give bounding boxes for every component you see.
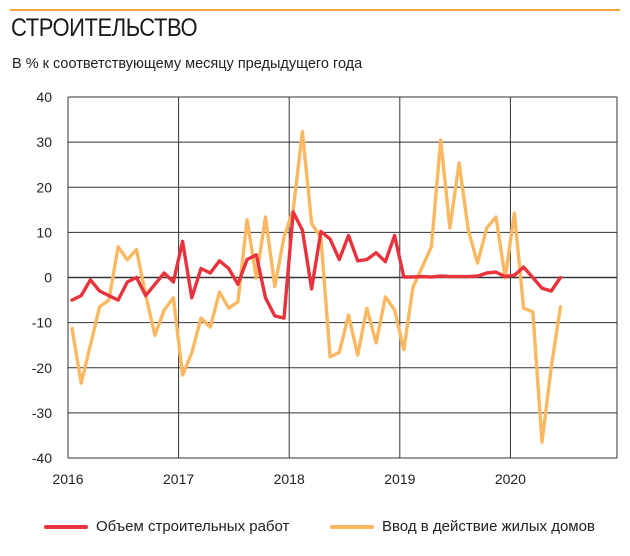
legend-item-housing: Ввод в действие жилых домов — [330, 518, 595, 535]
y-tick-label: 40 — [36, 89, 52, 105]
series-lines — [70, 129, 563, 444]
y-tick-label: -40 — [32, 450, 52, 466]
legend-label-construction: Объем строительных работ — [96, 518, 290, 535]
x-tick-label: 2017 — [163, 471, 194, 487]
y-tick-label: 0 — [44, 270, 52, 286]
legend-label-housing: Ввод в действие жилых домов — [382, 518, 595, 535]
y-tick-label: 10 — [36, 224, 52, 240]
y-tick-label: -30 — [32, 405, 52, 421]
series-line-housing — [70, 129, 563, 444]
y-tick-label: 20 — [36, 179, 52, 195]
chart-title: СТРОИТЕЛЬСТВО — [11, 14, 198, 42]
y-tick-label: 30 — [36, 134, 52, 150]
x-tick-label: 2020 — [495, 471, 526, 487]
legend-item-construction: Объем строительных работ — [44, 518, 289, 535]
y-tick-label: -20 — [32, 360, 52, 376]
series-line-construction — [70, 210, 563, 320]
x-tick-label: 2019 — [384, 471, 415, 487]
legend-swatch-construction — [44, 524, 88, 529]
x-axis-ticks: 2016 2017 2018 2019 2020 — [52, 471, 526, 487]
y-axis-ticks: 40 30 20 10 0 -10 -20 -30 -40 — [32, 89, 52, 466]
y-tick-label: -10 — [32, 315, 52, 331]
accent-rule — [10, 9, 620, 11]
x-tick-label: 2016 — [52, 471, 83, 487]
x-tick-label: 2018 — [274, 471, 305, 487]
legend-swatch-housing — [330, 524, 374, 529]
chart-subtitle: В % к соответствующему месяцу предыдущег… — [12, 56, 363, 72]
